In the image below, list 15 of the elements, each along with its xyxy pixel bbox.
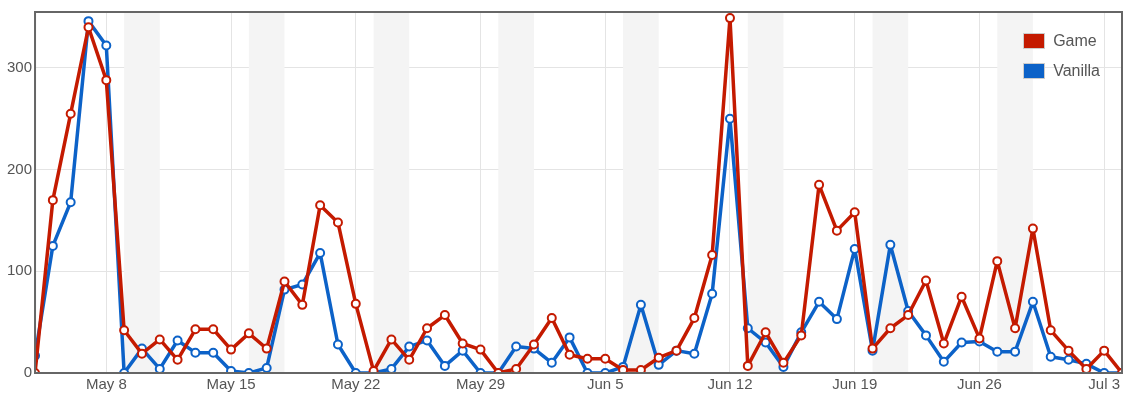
x-tick-label: May 15 [206, 375, 256, 393]
y-tick-label: 300 [7, 58, 33, 76]
legend-label: Game [1053, 31, 1097, 51]
x-tick-label: May 22 [331, 375, 381, 393]
x-tick-label: Jun 12 [707, 375, 753, 393]
x-tick-label: May 8 [85, 375, 127, 393]
y-tick-label: 0 [23, 363, 33, 381]
x-tick-label: Jun 5 [586, 375, 624, 393]
y-tick-label: 200 [7, 159, 33, 177]
x-tick-label: Jun 26 [956, 375, 1002, 393]
x-tick-label: Jul 3 [1088, 375, 1121, 393]
x-tick-label: May 29 [455, 375, 506, 393]
y-tick-label: 100 [7, 261, 33, 279]
legend-label: Vanilla [1053, 61, 1100, 81]
x-tick-label: Jun 19 [832, 375, 878, 393]
